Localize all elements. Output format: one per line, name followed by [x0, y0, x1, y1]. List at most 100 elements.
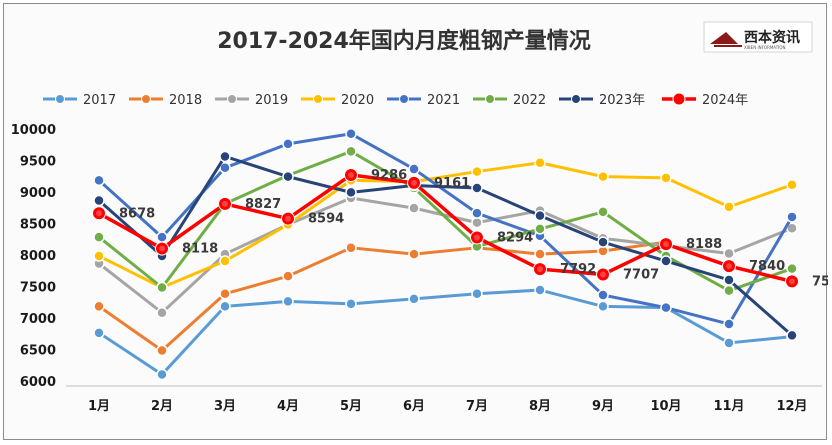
legend-swatch-marker	[672, 92, 686, 106]
data-label: 8678	[119, 206, 155, 221]
data-point	[723, 247, 735, 260]
data-point	[408, 248, 420, 260]
data-point-highlight	[222, 200, 228, 207]
y-axis: 6000 6500 7000 7500 8000 8500 9000 9500 10000	[11, 123, 56, 390]
data-point	[92, 206, 106, 221]
x-tick-label: 7月	[466, 399, 488, 414]
data-point	[786, 262, 798, 275]
data-point	[219, 300, 231, 313]
data-point	[723, 337, 735, 349]
data-label: 8827	[245, 197, 281, 212]
chart-frame: 2017-2024年国内月度粗钢产量情况 西本资讯 XIBEN INFORMAT…	[3, 3, 828, 440]
legend-item-2019: 2019	[215, 93, 288, 108]
data-point	[534, 209, 546, 222]
y-tick-label: 8500	[20, 218, 56, 233]
series-line	[97, 149, 794, 293]
data-point-highlight	[663, 241, 669, 248]
x-tick-label: 1月	[88, 399, 110, 414]
data-point	[282, 170, 294, 183]
legend-swatch-marker	[227, 94, 237, 104]
data-point	[597, 300, 609, 313]
data-point	[156, 281, 168, 294]
data-point	[93, 300, 105, 313]
series-line	[97, 161, 794, 289]
series-2017	[93, 284, 798, 381]
data-point-highlight	[348, 171, 354, 178]
x-tick-label: 11月	[713, 399, 744, 414]
series-line	[97, 240, 668, 352]
data-point-highlight	[411, 179, 417, 186]
legend-label: 2024年	[702, 93, 748, 108]
legend-item-2023年: 2023年	[559, 93, 645, 108]
data-point	[93, 250, 105, 262]
data-point	[534, 223, 546, 235]
data-point	[93, 327, 105, 339]
data-labels: 8678 8118 8827 8594 9286 9161 8294 7792 7707 8188…	[119, 168, 828, 289]
xiben-logo: 西本资讯 XIBEN INFORMATION	[703, 21, 813, 53]
data-point-highlight	[159, 245, 165, 252]
legend-item-2021: 2021	[387, 93, 460, 108]
data-label: 8118	[182, 242, 218, 257]
data-point	[534, 248, 546, 260]
series-line	[97, 132, 794, 326]
data-point-highlight	[96, 210, 102, 217]
legend-label: 2021	[427, 93, 460, 108]
data-point	[534, 157, 546, 169]
plot-area	[92, 128, 799, 381]
data-point	[345, 298, 357, 310]
y-tick-label: 7500	[20, 281, 56, 296]
series-line	[97, 154, 794, 337]
data-point	[785, 274, 799, 289]
data-point	[723, 201, 735, 213]
data-point	[93, 231, 105, 243]
data-point	[534, 284, 546, 296]
data-point-highlight	[474, 234, 480, 241]
x-tick-label: 3月	[214, 399, 236, 414]
data-label: 7792	[560, 262, 596, 277]
data-point	[660, 301, 672, 314]
data-point	[471, 182, 483, 194]
y-tick-label: 6000	[20, 375, 56, 390]
data-point	[786, 179, 798, 191]
legend-label: 2017	[83, 93, 116, 108]
data-point	[408, 163, 420, 175]
data-point	[786, 329, 798, 342]
legend-item-2022: 2022	[473, 93, 546, 108]
data-point	[219, 162, 231, 174]
legend-label: 2018	[169, 93, 202, 108]
legend-label: 2019	[255, 93, 288, 108]
series-2021	[93, 128, 798, 330]
data-point	[408, 293, 420, 305]
data-point	[786, 211, 798, 223]
data-point-highlight	[789, 278, 795, 285]
x-tick-label: 5月	[340, 399, 362, 414]
data-label: 7840	[749, 259, 785, 274]
x-tick-label: 4月	[277, 399, 299, 414]
data-point	[471, 207, 483, 219]
data-point-highlight	[285, 215, 291, 222]
x-tick-label: 8月	[529, 399, 551, 414]
data-point-highlight	[726, 263, 732, 270]
legend-item-2018: 2018	[129, 93, 202, 108]
legend-item-2024年: 2024年	[662, 92, 748, 108]
data-label: 8594	[308, 212, 344, 227]
data-point	[344, 167, 358, 182]
data-point	[155, 241, 169, 256]
series-line	[97, 288, 794, 376]
x-axis: 1月 2月 3月 4月 5月 6月 7月 8月 9月 10月 11月 12月	[66, 385, 822, 414]
data-point	[219, 150, 231, 163]
data-point	[723, 274, 735, 286]
legend-swatch-marker	[141, 94, 151, 104]
data-point	[471, 216, 483, 229]
data-point	[156, 368, 168, 381]
legend-item-2020: 2020	[301, 93, 374, 108]
y-tick-label: 9000	[20, 186, 56, 201]
data-point	[408, 202, 420, 214]
data-point	[282, 270, 294, 282]
logo-name: 西本资讯	[744, 29, 800, 46]
x-tick-label: 12月	[776, 399, 807, 414]
data-point	[219, 288, 231, 300]
data-point	[723, 318, 735, 330]
data-point	[660, 255, 672, 267]
data-point-highlight	[600, 271, 606, 278]
